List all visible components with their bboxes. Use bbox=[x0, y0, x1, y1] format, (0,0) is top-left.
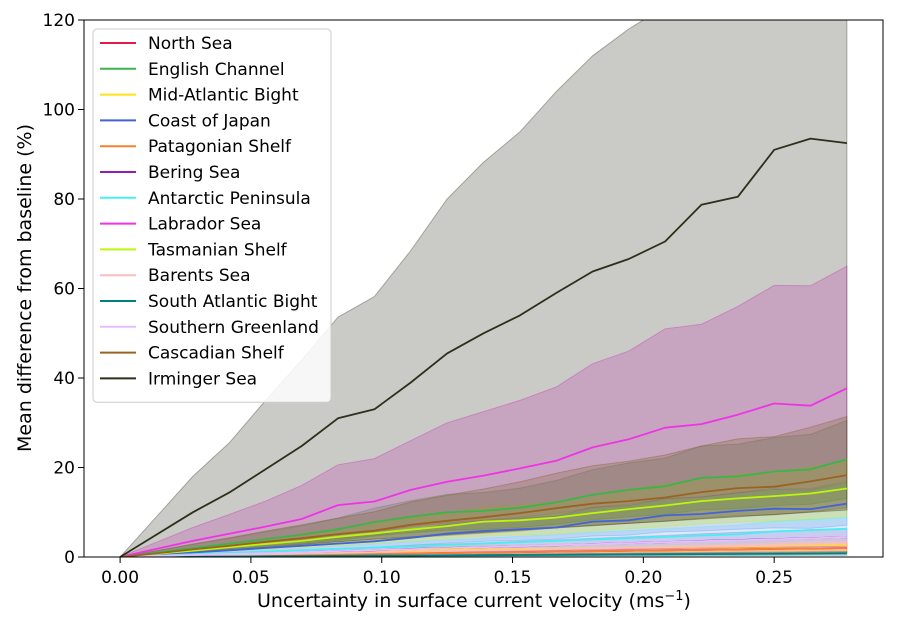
legend-label: North Sea bbox=[148, 34, 233, 54]
legend-item-mid-atlantic-bight: Mid-Atlantic Bight bbox=[100, 86, 299, 106]
legend-item-cascadian-shelf: Cascadian Shelf bbox=[100, 344, 285, 364]
legend-label: English Channel bbox=[148, 60, 285, 80]
y-tick-label: 0 bbox=[64, 548, 75, 568]
x-tick-label: 0.20 bbox=[624, 568, 662, 588]
series-line-coast-of-japan bbox=[120, 502, 848, 557]
legend-item-coast-of-japan: Coast of Japan bbox=[100, 111, 271, 131]
band-irminger-sea bbox=[119, 20, 848, 557]
series-line-labrador-sea bbox=[119, 387, 848, 557]
legend-label: Southern Greenland bbox=[148, 318, 319, 338]
series-line-cascadian-shelf bbox=[120, 474, 848, 557]
legend-item-southern-greenland: Southern Greenland bbox=[100, 318, 319, 338]
y-tick-label: 80 bbox=[53, 190, 75, 210]
y-tick-label: 60 bbox=[53, 280, 75, 300]
legend-item-bering-sea: Bering Sea bbox=[100, 163, 240, 183]
legend-item-labrador-sea: Labrador Sea bbox=[100, 215, 261, 235]
series-line-barents-sea bbox=[120, 542, 847, 557]
legend-label: Coast of Japan bbox=[148, 111, 271, 131]
series-line-english-channel bbox=[119, 458, 848, 557]
legend-item-patagonian-shelf: Patagonian Shelf bbox=[100, 137, 292, 157]
series-line-antarctic-peninsula bbox=[120, 527, 847, 557]
y-axis-label: Mean difference from baseline (%) bbox=[14, 124, 36, 452]
legend-label: Bering Sea bbox=[148, 163, 240, 183]
series-lines bbox=[119, 137, 848, 557]
legend-item-north-sea: North Sea bbox=[100, 34, 233, 54]
x-axis-ticks: 0.00 0.05 0.10 0.15 0.20 0.25 bbox=[101, 557, 793, 588]
legend-item-tasmanian-shelf: Tasmanian Shelf bbox=[100, 240, 288, 260]
legend-label: Patagonian Shelf bbox=[148, 137, 292, 157]
y-axis-ticks: 0 20 40 60 80 100 120 bbox=[43, 11, 84, 568]
x-tick-label: 0.00 bbox=[101, 568, 139, 588]
legend-frame bbox=[92, 28, 332, 403]
y-tick-label: 120 bbox=[43, 11, 75, 31]
legend-item-south-atlantic-bight: South Atlantic Bight bbox=[100, 292, 318, 312]
legend-label: Antarctic Peninsula bbox=[148, 189, 311, 209]
legend-item-irminger-sea: Irminger Sea bbox=[100, 369, 257, 389]
series-line-southern-greenland bbox=[120, 536, 847, 557]
x-tick-label: 0.25 bbox=[755, 568, 793, 588]
legend-label: Tasmanian Shelf bbox=[147, 240, 288, 260]
x-axis-label: Uncertainty in surface current velocity … bbox=[257, 589, 691, 612]
legend-label: Labrador Sea bbox=[148, 215, 261, 235]
legend-label: Mid-Atlantic Bight bbox=[148, 86, 299, 106]
band-labrador-sea bbox=[119, 265, 848, 557]
legend: North Sea English Channel Mid-Atlantic Big… bbox=[92, 28, 332, 403]
legend-label: Barents Sea bbox=[148, 266, 251, 286]
x-tick-label: 0.15 bbox=[494, 568, 532, 588]
series-line-south-atlantic-bight bbox=[120, 552, 847, 557]
x-tick-label: 0.10 bbox=[363, 568, 401, 588]
y-tick-label: 40 bbox=[53, 369, 75, 389]
legend-label: Irminger Sea bbox=[148, 369, 257, 389]
series-line-tasmanian-shelf bbox=[120, 487, 848, 557]
y-tick-label: 100 bbox=[43, 101, 75, 121]
legend-label: South Atlantic Bight bbox=[148, 292, 318, 312]
series-line-irminger-sea bbox=[119, 137, 848, 557]
legend-item-antarctic-peninsula: Antarctic Peninsula bbox=[100, 189, 311, 209]
x-tick-label: 0.05 bbox=[232, 568, 270, 588]
legend-item-english-channel: English Channel bbox=[100, 60, 285, 80]
y-tick-label: 20 bbox=[53, 459, 75, 479]
legend-item-barents-sea: Barents Sea bbox=[100, 266, 251, 286]
legend-label: Cascadian Shelf bbox=[148, 344, 285, 364]
